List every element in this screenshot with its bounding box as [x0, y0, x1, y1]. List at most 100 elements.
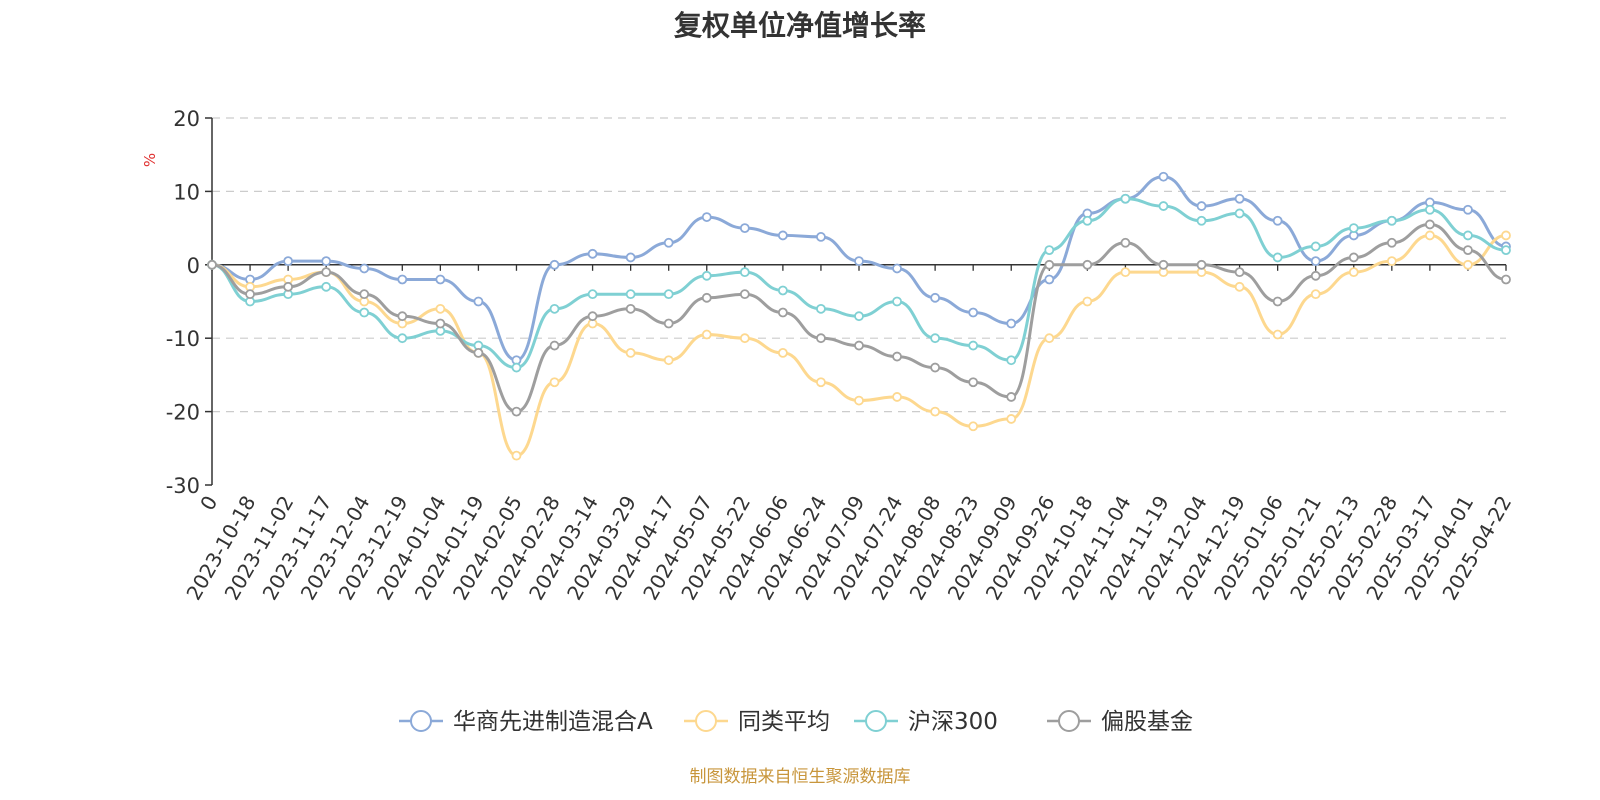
legend-item: 偏股基金 — [1047, 709, 1193, 735]
data-point — [739, 267, 750, 278]
data-point — [1158, 201, 1169, 211]
data-point — [1234, 281, 1245, 292]
data-point — [777, 307, 788, 318]
data-point — [930, 292, 941, 303]
legend-item: 沪深300 — [854, 709, 998, 735]
data-point — [739, 223, 750, 234]
data-point — [625, 252, 636, 263]
grid-lines — [212, 117, 1506, 413]
data-point — [1006, 392, 1017, 402]
x-tick-label: 0 — [195, 492, 222, 515]
data-point — [283, 256, 294, 267]
data-point — [968, 377, 979, 388]
data-point — [1082, 259, 1093, 270]
legend: 华商先进制造混合A 同类平均 沪深300 偏股基金 — [399, 709, 1193, 735]
data-point — [1044, 274, 1055, 285]
legend-marker — [695, 710, 717, 732]
data-point — [777, 230, 788, 241]
data-point — [1501, 245, 1511, 256]
data-point — [321, 281, 332, 292]
data-point — [777, 285, 788, 296]
data-point — [1272, 329, 1283, 340]
series-lines — [207, 171, 1511, 461]
data-point — [1006, 318, 1017, 329]
data-point — [549, 259, 560, 270]
data-point — [854, 395, 864, 406]
data-point — [549, 377, 560, 388]
data-point — [1196, 201, 1207, 211]
data-point — [397, 333, 408, 344]
data-point — [1348, 252, 1359, 263]
data-point — [816, 303, 826, 314]
axes: 20100-10-20-30%02023-10-182023-11-022023… — [141, 107, 1516, 604]
data-point — [1386, 215, 1397, 226]
data-point — [1082, 215, 1093, 226]
data-point — [1463, 245, 1473, 256]
data-point — [435, 318, 446, 329]
data-point — [816, 232, 826, 242]
data-point — [1386, 237, 1397, 248]
legend-marker — [865, 710, 887, 732]
data-point — [1348, 267, 1359, 278]
data-point — [739, 289, 750, 300]
data-point — [1044, 333, 1055, 344]
y-tick-label: -30 — [166, 474, 200, 498]
data-point — [1272, 296, 1283, 307]
data-point — [701, 329, 712, 340]
data-point — [549, 340, 560, 351]
data-point — [701, 270, 712, 281]
y-tick-label: -20 — [166, 401, 200, 425]
data-point — [1196, 215, 1207, 226]
data-point — [1158, 259, 1169, 270]
data-point — [1386, 256, 1397, 267]
series-4 — [207, 219, 1511, 417]
data-point — [1310, 256, 1321, 267]
data-point — [777, 347, 788, 358]
data-point — [359, 289, 370, 300]
data-point — [625, 289, 636, 300]
data-point — [435, 303, 446, 314]
data-point — [359, 307, 370, 318]
data-point — [892, 263, 902, 274]
data-point — [549, 303, 560, 314]
data-point — [1234, 193, 1245, 204]
data-point — [1424, 219, 1435, 230]
legend-label: 同类平均 — [738, 709, 830, 735]
data-point — [359, 263, 370, 274]
data-point — [511, 450, 522, 461]
data-point — [245, 289, 255, 300]
legend-item: 华商先进制造混合A — [399, 709, 653, 735]
data-point — [1044, 259, 1055, 270]
data-point — [1463, 259, 1473, 270]
data-point — [321, 256, 332, 267]
data-point — [663, 237, 674, 248]
y-axis-unit-label: % — [141, 153, 159, 167]
chart-title: 复权单位净值增长率 — [673, 9, 926, 42]
data-point — [663, 289, 674, 300]
data-point — [1120, 193, 1131, 204]
data-point — [1310, 270, 1321, 281]
y-tick-label: 20 — [173, 107, 200, 131]
data-point — [1006, 414, 1017, 424]
data-point — [397, 274, 408, 285]
data-point — [1272, 252, 1283, 263]
data-point — [1463, 204, 1473, 215]
data-point — [321, 267, 332, 278]
data-point — [892, 296, 902, 307]
data-point — [1120, 237, 1131, 248]
data-point — [1501, 274, 1511, 285]
data-point — [511, 362, 522, 373]
data-point — [892, 351, 902, 362]
data-point — [1006, 355, 1017, 366]
data-point — [663, 318, 674, 329]
data-point — [587, 248, 598, 259]
data-point — [968, 421, 979, 432]
legend-label: 华商先进制造混合A — [453, 709, 653, 735]
legend-item: 同类平均 — [684, 709, 830, 735]
data-point — [587, 311, 598, 322]
data-point — [1044, 245, 1055, 256]
data-point — [968, 307, 979, 318]
data-point — [1424, 230, 1435, 241]
data-point — [1310, 289, 1321, 300]
data-point — [930, 333, 941, 344]
